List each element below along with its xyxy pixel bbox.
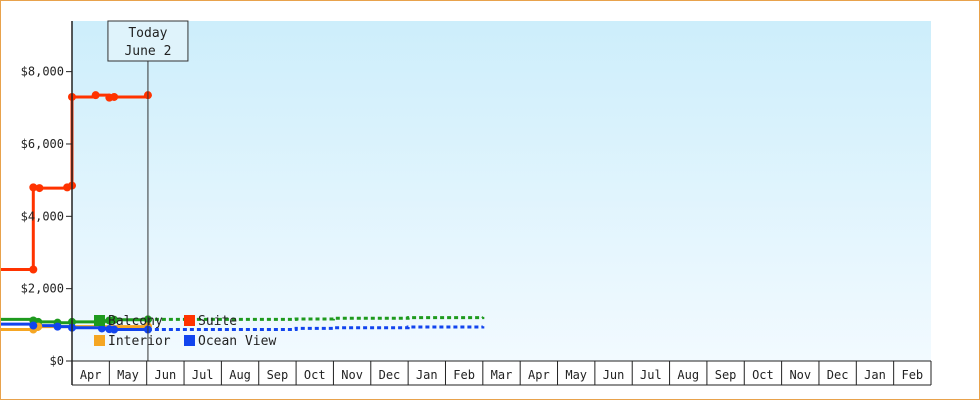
x-tick-label: Apr — [80, 368, 102, 382]
axes — [71, 21, 931, 386]
y-ticks: $0 $2,000 $4,000 $6,000 $8,000 — [21, 65, 72, 368]
series-forecast-line — [147, 316, 485, 321]
y-tick-label: $2,000 — [21, 282, 64, 296]
legend-swatch — [94, 315, 105, 326]
data-point[interactable] — [110, 92, 119, 101]
x-tick-label: Oct — [304, 368, 326, 382]
x-tick-label: Jul — [192, 368, 214, 382]
x-tick-label: Jun — [155, 368, 177, 382]
data-point[interactable] — [29, 321, 38, 330]
plot-background — [72, 21, 931, 361]
data-point[interactable] — [91, 91, 100, 100]
legend-label: Interior — [108, 334, 171, 349]
data-point[interactable] — [29, 265, 38, 274]
x-tick-label: Nov — [789, 368, 811, 382]
y-tick-label: $6,000 — [21, 137, 64, 151]
data-point[interactable] — [29, 183, 38, 192]
x-tick-label: Feb — [453, 368, 475, 382]
x-tick-label: Jun — [603, 368, 625, 382]
today-label: Today — [128, 26, 167, 41]
today-date-label: June 2 — [124, 44, 171, 59]
x-tick-label: Apr — [528, 368, 550, 382]
x-tick-label: Oct — [752, 368, 774, 382]
legend-swatch — [184, 315, 195, 326]
legend: Balcony Suite Interior Ocean View — [94, 314, 276, 349]
legend-label: Suite — [198, 314, 237, 329]
x-tick-label: Aug — [229, 368, 251, 382]
legend-swatch — [184, 335, 195, 346]
x-tick-label: Jan — [416, 368, 438, 382]
y-tick-label: $0 — [50, 354, 64, 368]
data-point[interactable] — [53, 322, 62, 331]
legend-label: Balcony — [108, 314, 163, 329]
x-tick-label: Feb — [901, 368, 923, 382]
x-tick-label: Dec — [827, 368, 849, 382]
legend-swatch — [94, 335, 105, 346]
data-point[interactable] — [35, 184, 44, 193]
x-tick-label: Sep — [715, 368, 737, 382]
y-tick-label: $4,000 — [21, 209, 64, 223]
x-tick-label: Mar — [491, 368, 513, 382]
x-tick-label: Jul — [640, 368, 662, 382]
data-point[interactable] — [110, 315, 119, 324]
data-point[interactable] — [97, 324, 106, 333]
x-tick-label: Sep — [267, 368, 289, 382]
x-tick-label: Nov — [341, 368, 363, 382]
y-tick-label: $8,000 — [21, 65, 64, 79]
data-point[interactable] — [110, 325, 119, 334]
x-tick-label: Dec — [379, 368, 401, 382]
x-tick-label: Jan — [864, 368, 886, 382]
x-tick-label: May — [117, 368, 139, 382]
x-tick-label: May — [565, 368, 587, 382]
today-marker: Today June 2 — [107, 20, 189, 361]
x-ticks: Apr May Jun Jul Aug Sep Oct Nov Dec Jan Feb Mar Apr M… — [71, 361, 932, 385]
legend-label: Ocean View — [198, 334, 276, 349]
series-forecast-line — [147, 325, 485, 331]
today-box — [107, 20, 189, 62]
x-tick-label: Aug — [677, 368, 699, 382]
